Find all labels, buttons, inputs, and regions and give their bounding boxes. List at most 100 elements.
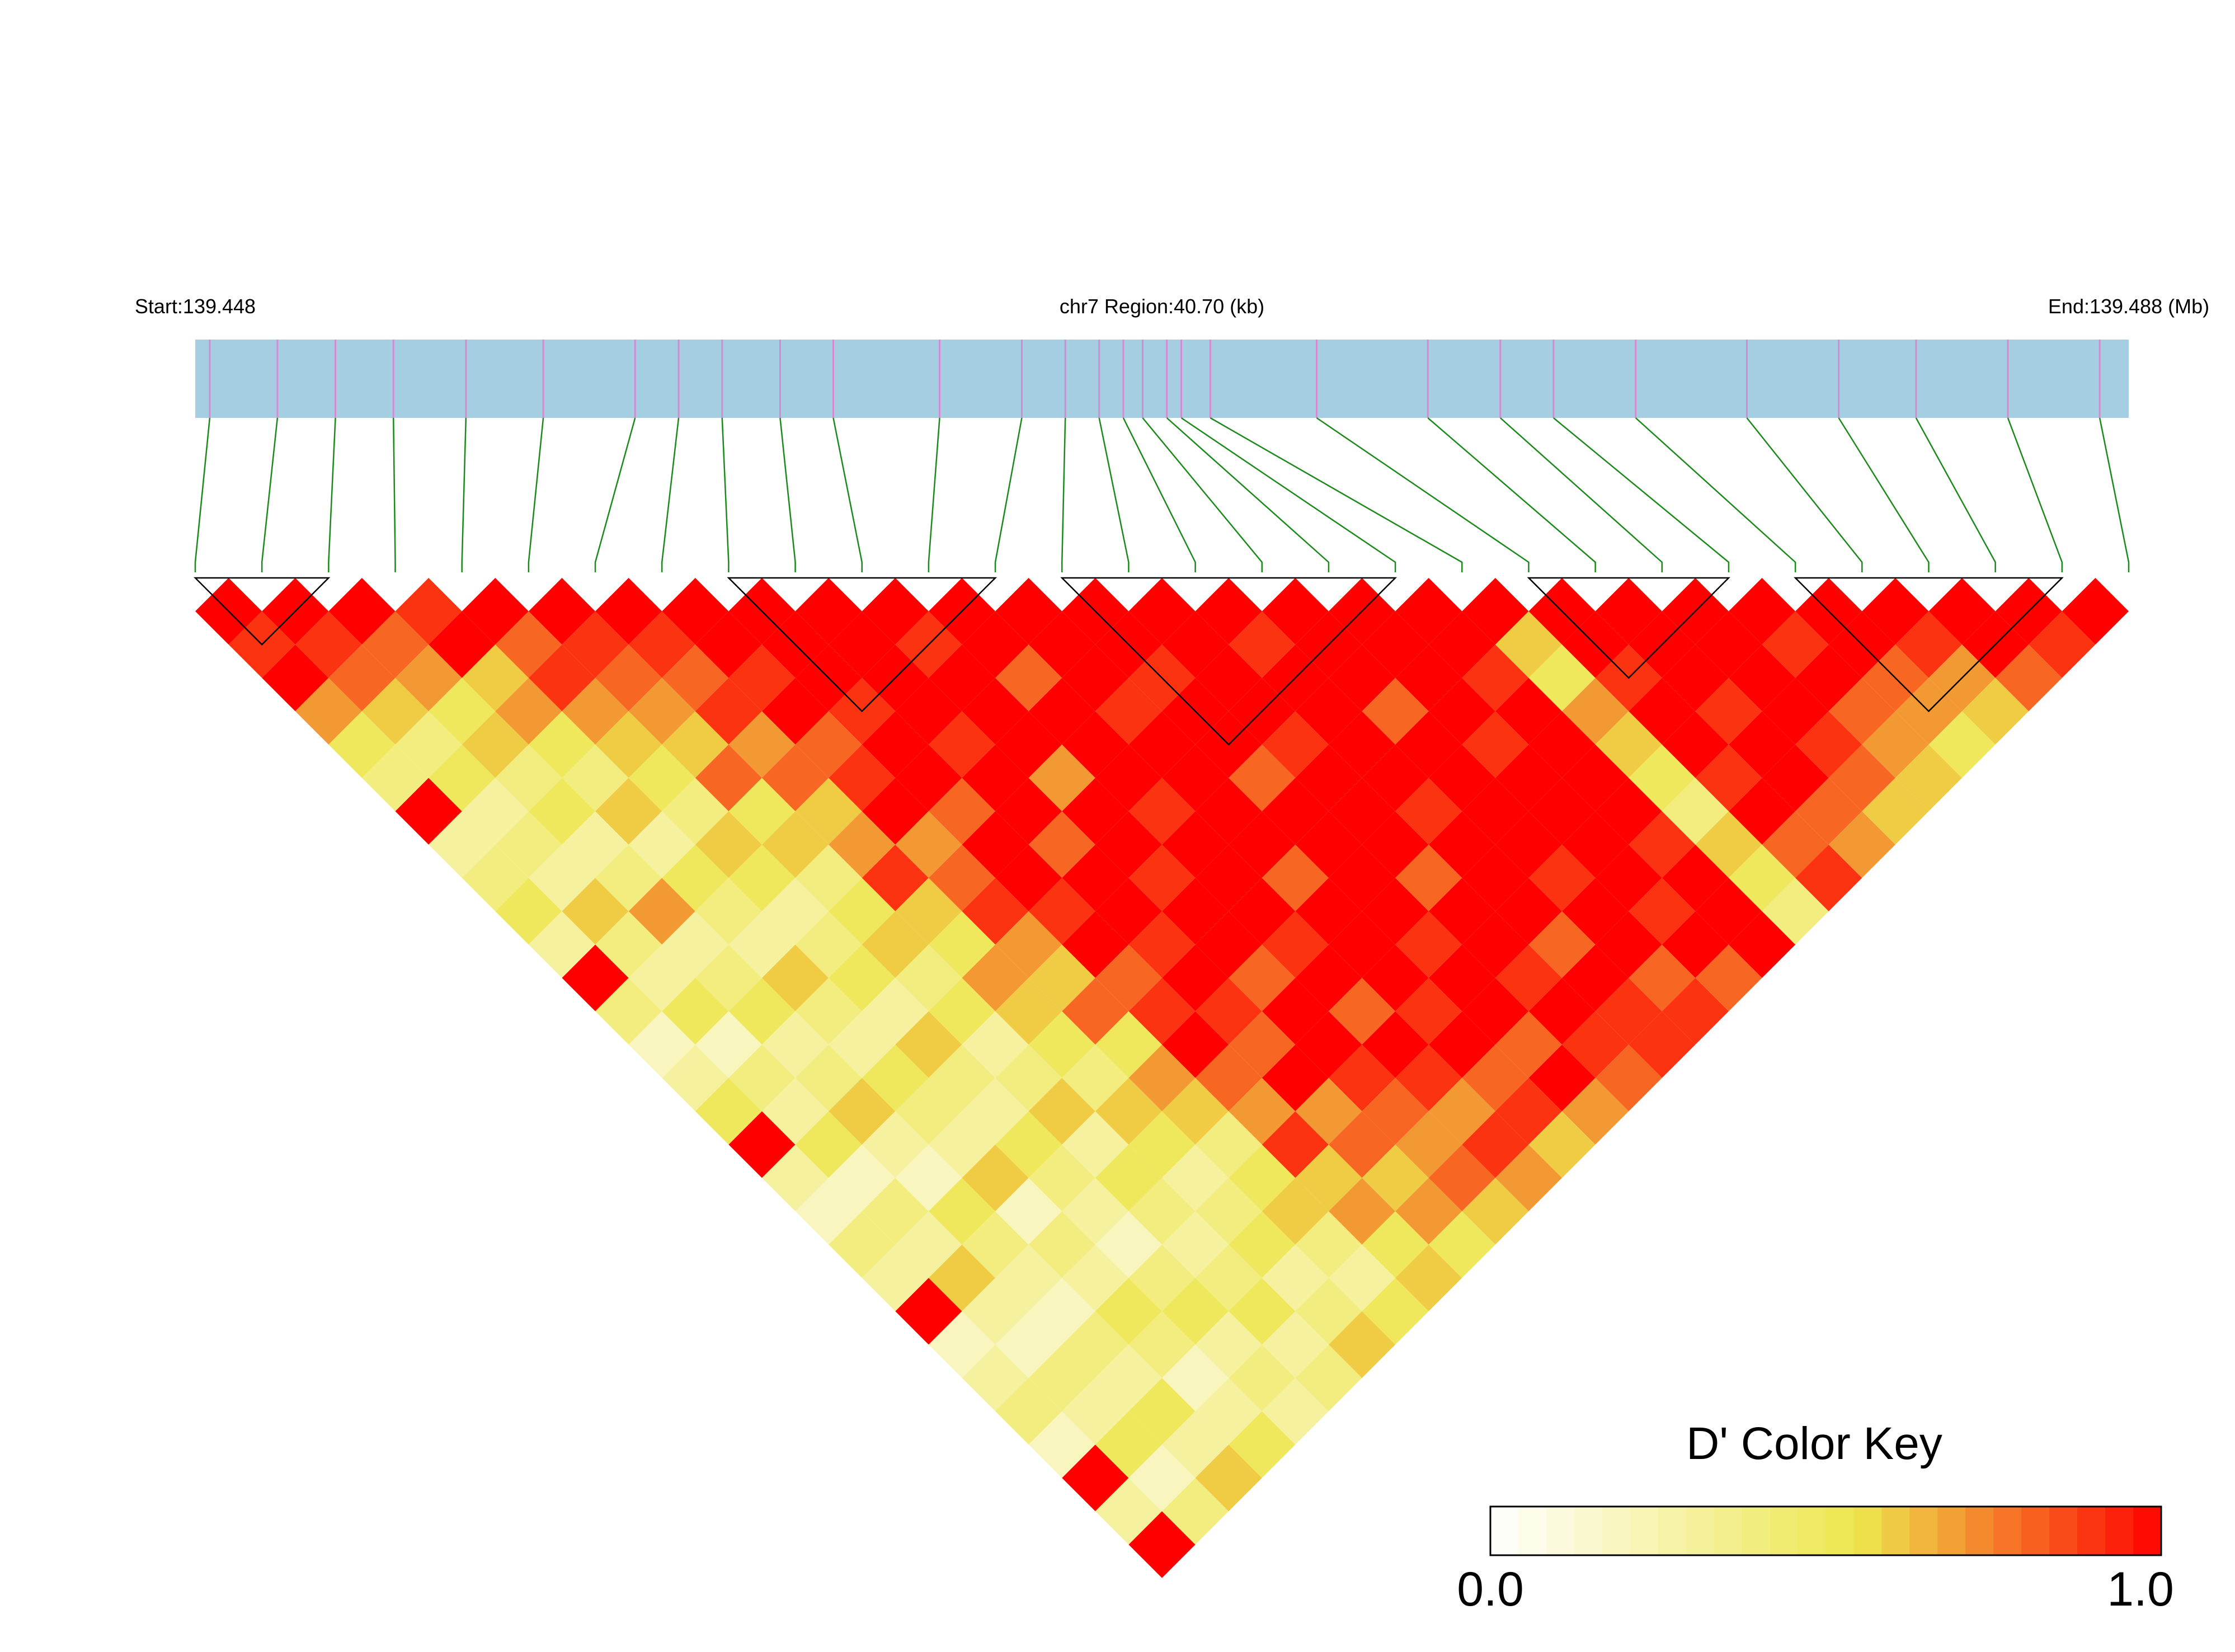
ld-cell — [761, 1144, 829, 1212]
ld-cell — [528, 578, 596, 645]
ld-cell — [1062, 1311, 1129, 1378]
ld-cell — [1362, 944, 1429, 1011]
ld-cell — [1028, 1211, 1095, 1278]
ld-cell — [1528, 1044, 1596, 1112]
ld-cell — [862, 1111, 929, 1178]
ld-cell — [1328, 1178, 1396, 1245]
ld-cell — [1295, 878, 1362, 945]
ld-cell — [728, 1111, 796, 1178]
ld-cell — [1695, 744, 1762, 812]
snp-connector — [1098, 417, 1130, 572]
ld-cell — [562, 677, 629, 745]
ld-cell — [1028, 1144, 1095, 1212]
ld-cell — [1295, 1011, 1362, 1078]
snp-connector — [779, 417, 796, 572]
ld-cell — [1362, 1011, 1429, 1078]
snp-connector — [721, 417, 730, 572]
color-key-swatch — [1937, 1507, 1966, 1555]
snp-connector — [1180, 417, 1396, 572]
ld-cell — [1028, 611, 1095, 678]
ld-cell — [1462, 644, 1529, 712]
ld-cell — [1462, 711, 1529, 778]
ld-cell — [2062, 578, 2129, 645]
ld-cell — [1828, 811, 1895, 878]
ld-cell — [1629, 677, 1696, 745]
ld-cell — [1095, 1477, 1162, 1545]
ld-cell — [1195, 1044, 1262, 1112]
ld-cell — [1362, 677, 1429, 745]
snp-connector — [594, 417, 636, 572]
snp-connector — [1166, 417, 1330, 572]
ld-cell — [1495, 944, 1563, 1011]
ld-cell — [795, 1178, 862, 1245]
ld-cell — [862, 578, 929, 645]
ld-cell — [1562, 744, 1629, 812]
ld-cell — [1462, 578, 1529, 645]
ld-cell — [1695, 611, 1762, 678]
color-key-swatch — [2133, 1507, 2162, 1555]
ld-cell — [562, 944, 629, 1011]
ld-cell — [995, 1111, 1062, 1178]
ld-cell — [962, 1278, 1029, 1345]
ld-cell — [1695, 811, 1762, 878]
color-key-title: D' Color Key — [1686, 1418, 1942, 1469]
ld-cell — [1395, 978, 1462, 1045]
haplotype-block — [727, 577, 997, 713]
ld-cell — [1728, 644, 1796, 712]
ld-cell — [695, 878, 762, 945]
snp-connector — [1316, 417, 1530, 572]
ld-cell — [495, 744, 562, 812]
ld-cell — [928, 1178, 996, 1245]
color-key-swatch — [2021, 1507, 2050, 1555]
ld-cell — [1362, 811, 1429, 878]
ld-cell — [862, 978, 929, 1045]
ld-cell — [1629, 811, 1696, 878]
ld-cell — [1495, 677, 1563, 745]
ld-cell — [862, 1178, 929, 1245]
ld-cell — [361, 744, 429, 812]
ld-cell — [695, 811, 762, 878]
ld-cell — [1229, 611, 1296, 678]
ld-cell — [1128, 711, 1196, 778]
ld-cell — [1795, 844, 1862, 911]
ld-cell — [1395, 644, 1462, 712]
ld-cell — [1128, 978, 1196, 1045]
ld-cell — [862, 1244, 929, 1311]
color-key-swatch — [2049, 1507, 2078, 1555]
ld-cell — [1028, 944, 1095, 1011]
ld-cell — [562, 611, 629, 678]
ld-cell — [1528, 844, 1596, 911]
snp-connector — [1746, 417, 1863, 572]
ld-cell — [1328, 844, 1396, 911]
snp-connector — [261, 417, 279, 572]
ld-cell — [1428, 1144, 1495, 1212]
snp-connector — [661, 417, 680, 572]
ld-cell — [1229, 1011, 1296, 1078]
ld-cell — [429, 611, 496, 678]
ld-cell — [1328, 778, 1396, 845]
ld-cell — [1562, 811, 1629, 878]
ld-cell — [1395, 911, 1462, 978]
ld-cell — [1362, 1144, 1429, 1212]
ld-cell — [1762, 677, 1829, 745]
ld-cell — [1428, 811, 1495, 878]
snp-connector — [1427, 417, 1596, 572]
ld-cell — [1128, 578, 1196, 645]
ld-cell — [1162, 1077, 1229, 1145]
ld-cell — [1462, 1044, 1529, 1112]
ld-cell — [1229, 944, 1296, 1011]
ld-cell — [1128, 1378, 1196, 1445]
ld-cell — [1362, 1211, 1429, 1278]
start-label: Start:139.448 — [135, 295, 256, 318]
ld-cell — [995, 1178, 1062, 1245]
ld-cell — [1028, 1278, 1095, 1345]
snp-connector — [1210, 417, 1463, 572]
ld-cell — [1328, 1244, 1396, 1311]
ld-cell — [1695, 878, 1762, 945]
ld-cell — [862, 844, 929, 911]
ld-cell — [495, 611, 562, 678]
color-key-swatch — [1602, 1507, 1631, 1555]
ld-cell — [1195, 1111, 1262, 1178]
ld-cell — [1328, 1044, 1396, 1112]
